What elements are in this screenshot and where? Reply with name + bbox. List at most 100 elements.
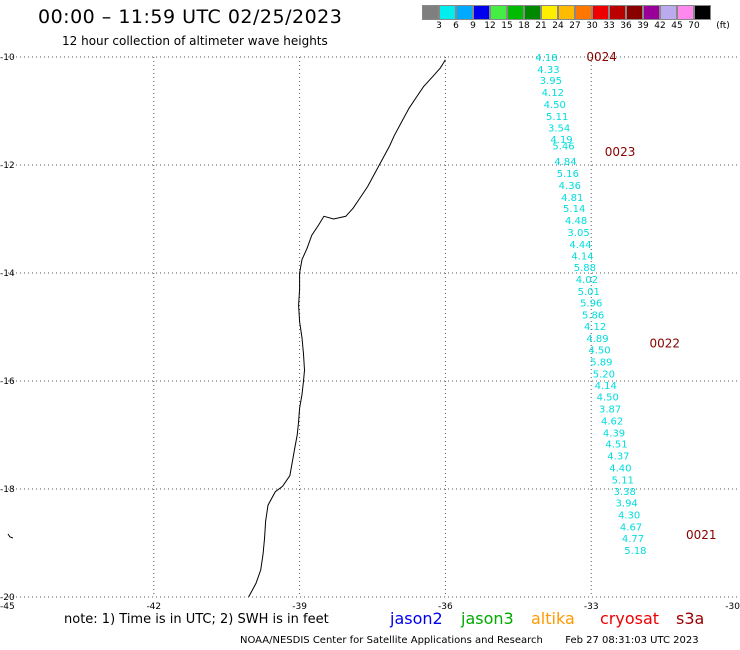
color-scale-label: 42 — [654, 21, 666, 31]
swh-label: 5.89 — [590, 358, 612, 369]
color-scale-label: 70 — [688, 21, 700, 31]
satellite-legend-altika: altika — [531, 609, 575, 628]
swh-label: 4.14 — [571, 252, 593, 263]
swh-label: 4.30 — [618, 510, 640, 521]
color-scale-labels: 3 6 9 12 15 18 21 24 27 30 33 36 39 42 45 70 (ft) — [422, 21, 740, 33]
satellite-legend-s3a: s3a — [676, 609, 705, 628]
lat-tick-label: -20 — [0, 593, 15, 603]
swh-label: 4.50 — [544, 100, 566, 111]
swh-label: 4.36 — [559, 181, 581, 192]
swh-label: 5.14 — [563, 204, 585, 215]
color-swatch — [541, 5, 558, 20]
swh-label: 4.81 — [561, 193, 583, 204]
swh-label: 4.62 — [601, 416, 623, 427]
lon-tick-label: -33 — [584, 602, 599, 612]
lat-tick-label: -16 — [0, 377, 15, 387]
lon-tick-label: -42 — [146, 602, 161, 612]
color-swatch — [609, 5, 626, 20]
color-swatch — [626, 5, 643, 20]
color-scale-label: 12 — [484, 21, 496, 31]
color-swatch — [643, 5, 660, 20]
swh-label: 3.05 — [567, 228, 589, 239]
swh-label: 5.88 — [574, 263, 596, 274]
generation-timestamp: Feb 27 08:31:03 UTC 2023 — [565, 635, 699, 646]
color-swatch — [524, 5, 541, 20]
swh-label: 4.89 — [586, 334, 608, 345]
lat-tick-label: -14 — [0, 269, 15, 279]
color-scale-label: 6 — [453, 21, 459, 31]
satellite-legend-cryosat: cryosat — [600, 609, 660, 628]
color-scale-label: 33 — [603, 21, 615, 31]
lon-tick-label: -36 — [438, 602, 453, 612]
color-swatch — [507, 5, 524, 20]
swh-label: 5.11 — [612, 475, 634, 486]
color-scale-label: 21 — [535, 21, 547, 31]
color-swatch — [592, 5, 609, 20]
swh-label: 3.87 — [599, 405, 621, 416]
color-swatch — [558, 5, 575, 20]
swh-label: 4.51 — [605, 440, 627, 451]
swh-label: 5.16 — [557, 169, 579, 180]
swh-label: 4.84 — [554, 157, 576, 168]
color-scale-unit: (ft) — [716, 21, 730, 31]
color-scale-label: 9 — [470, 21, 476, 31]
pass-time-label: 0023 — [605, 145, 636, 159]
swh-label: 4.40 — [609, 463, 631, 474]
swh-label: 4.39 — [603, 428, 625, 439]
swh-label: 4.77 — [622, 534, 644, 545]
color-scale-label: 15 — [501, 21, 513, 31]
color-scale-label: 36 — [620, 21, 632, 31]
color-swatch — [422, 5, 439, 20]
swh-label: 5.01 — [578, 287, 600, 298]
lat-tick-label: -12 — [0, 161, 15, 171]
swh-label: 3.94 — [616, 499, 638, 510]
color-swatch — [677, 5, 694, 20]
swh-label: 3.38 — [614, 487, 636, 498]
swh-label: 5.18 — [624, 546, 646, 557]
swh-label: 4.14 — [595, 381, 617, 392]
swh-label: 4.12 — [584, 322, 606, 333]
color-scale-label: 45 — [671, 21, 683, 31]
lat-tick-label: -18 — [0, 485, 15, 495]
swh-label: 4.19 — [550, 135, 572, 146]
swh-label: 4.50 — [597, 393, 619, 404]
color-swatch — [490, 5, 507, 20]
swh-label: 5.96 — [580, 299, 602, 310]
swh-label: 4.12 — [542, 88, 564, 99]
lon-tick-label: -45 — [0, 602, 15, 612]
swh-label: 4.48 — [565, 216, 587, 227]
credit-text: NOAA/NESDIS Center for Satellite Applica… — [240, 635, 543, 646]
color-scale-label: 30 — [586, 21, 598, 31]
color-scale-label: 39 — [637, 21, 649, 31]
swh-label: 3.54 — [548, 124, 570, 135]
color-scale-label: 18 — [518, 21, 530, 31]
footer-note: note: 1) Time is in UTC; 2) SWH is in fe… — [64, 612, 329, 627]
pass-time-label: 0022 — [650, 337, 681, 351]
color-swatch — [439, 5, 456, 20]
map-subtitle: 12 hour collection of altimeter wave hei… — [62, 34, 328, 48]
swh-label: 5.11 — [546, 112, 568, 123]
swh-label: 4.44 — [569, 240, 591, 251]
swh-label: 4.02 — [576, 275, 598, 286]
color-swatch — [473, 5, 490, 20]
island-marker — [7, 533, 14, 539]
swh-label: 5.20 — [593, 369, 615, 380]
color-swatch — [575, 5, 592, 20]
swh-label: 4.33 — [537, 65, 559, 76]
pass-time-label: 0021 — [686, 528, 717, 542]
swh-label: 4.50 — [588, 346, 610, 357]
swh-label: 4.18 — [535, 53, 557, 64]
footer-credit: NOAA/NESDIS Center for Satellite Applica… — [240, 635, 699, 646]
swh-label: 4.37 — [607, 452, 629, 463]
swh-label: 3.95 — [540, 76, 562, 87]
color-scale-label: 27 — [569, 21, 581, 31]
swh-label: 5.46 — [552, 142, 574, 153]
lon-tick-label: -30 — [725, 602, 740, 612]
color-swatch — [694, 5, 711, 20]
color-scale-label: 24 — [552, 21, 564, 31]
satellite-legend-jason3: jason3 — [461, 609, 514, 628]
swh-label: 4.67 — [620, 522, 642, 533]
color-swatch — [456, 5, 473, 20]
swh-label: 5.86 — [582, 311, 604, 322]
color-scale-bar — [422, 5, 711, 20]
